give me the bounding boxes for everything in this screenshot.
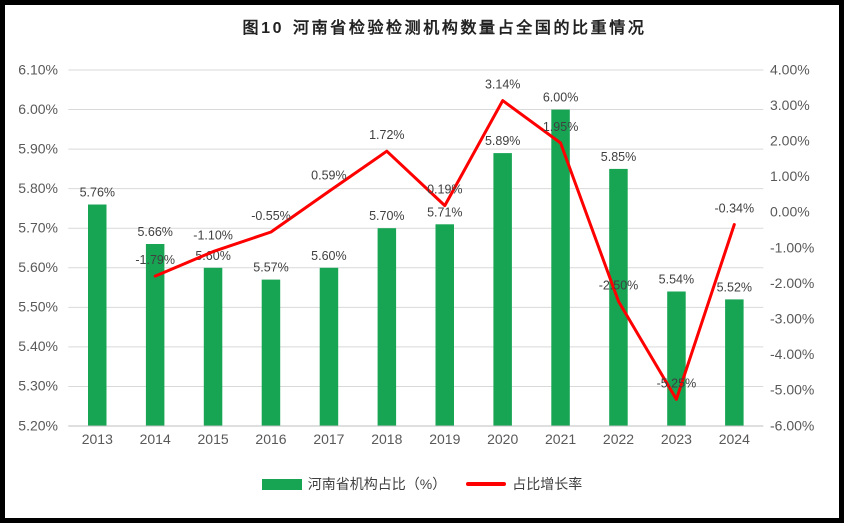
svg-text:5.30%: 5.30% xyxy=(18,378,58,394)
svg-text:-5.00%: -5.00% xyxy=(770,382,814,398)
svg-text:1.95%: 1.95% xyxy=(543,120,578,134)
svg-text:2022: 2022 xyxy=(603,431,634,447)
svg-text:5.40%: 5.40% xyxy=(18,338,58,354)
svg-text:2018: 2018 xyxy=(371,431,402,447)
svg-text:2017: 2017 xyxy=(313,431,344,447)
svg-text:1.72%: 1.72% xyxy=(369,128,404,142)
svg-text:-5.25%: -5.25% xyxy=(657,376,697,390)
svg-text:5.70%: 5.70% xyxy=(18,220,58,236)
svg-text:5.80%: 5.80% xyxy=(18,180,58,196)
svg-text:2019: 2019 xyxy=(429,431,460,447)
svg-text:0.00%: 0.00% xyxy=(770,204,810,220)
svg-text:5.57%: 5.57% xyxy=(253,261,288,275)
svg-text:2024: 2024 xyxy=(719,431,750,447)
svg-text:0.59%: 0.59% xyxy=(311,168,346,182)
svg-text:-1.00%: -1.00% xyxy=(770,239,814,255)
svg-text:5.90%: 5.90% xyxy=(18,140,58,156)
svg-text:5.71%: 5.71% xyxy=(427,205,462,219)
svg-text:2013: 2013 xyxy=(82,431,113,447)
svg-text:2.00%: 2.00% xyxy=(770,133,810,149)
svg-text:1.00%: 1.00% xyxy=(770,168,810,184)
svg-text:2021: 2021 xyxy=(545,431,576,447)
svg-text:3.00%: 3.00% xyxy=(770,97,810,113)
svg-text:2016: 2016 xyxy=(255,431,286,447)
svg-text:5.70%: 5.70% xyxy=(369,209,404,223)
svg-text:5.54%: 5.54% xyxy=(659,273,694,287)
svg-text:5.20%: 5.20% xyxy=(18,417,58,433)
svg-text:6.00%: 6.00% xyxy=(543,91,578,105)
svg-text:-0.34%: -0.34% xyxy=(714,202,754,216)
svg-text:-2.50%: -2.50% xyxy=(599,278,639,292)
svg-text:6.00%: 6.00% xyxy=(18,101,58,117)
svg-text:5.66%: 5.66% xyxy=(137,225,172,239)
svg-text:2023: 2023 xyxy=(661,431,692,447)
svg-text:3.14%: 3.14% xyxy=(485,78,520,92)
svg-text:-1.79%: -1.79% xyxy=(135,253,175,267)
svg-text:5.60%: 5.60% xyxy=(311,249,346,263)
svg-text:6.10%: 6.10% xyxy=(18,61,58,77)
svg-text:2014: 2014 xyxy=(140,431,171,447)
svg-text:-6.00%: -6.00% xyxy=(770,417,814,433)
svg-text:2020: 2020 xyxy=(487,431,518,447)
svg-text:5.60%: 5.60% xyxy=(18,259,58,275)
svg-text:-0.55%: -0.55% xyxy=(251,209,291,223)
svg-text:-1.10%: -1.10% xyxy=(193,229,233,243)
svg-text:5.76%: 5.76% xyxy=(80,186,115,200)
svg-text:5.50%: 5.50% xyxy=(18,299,58,315)
svg-text:-4.00%: -4.00% xyxy=(770,346,814,362)
svg-text:5.52%: 5.52% xyxy=(717,280,752,294)
svg-text:4.00%: 4.00% xyxy=(770,61,810,77)
svg-text:5.89%: 5.89% xyxy=(485,134,520,148)
svg-text:2015: 2015 xyxy=(198,431,229,447)
svg-text:-2.00%: -2.00% xyxy=(770,275,814,291)
svg-text:-3.00%: -3.00% xyxy=(770,311,814,327)
svg-text:5.85%: 5.85% xyxy=(601,150,636,164)
svg-text:0.19%: 0.19% xyxy=(427,183,462,197)
